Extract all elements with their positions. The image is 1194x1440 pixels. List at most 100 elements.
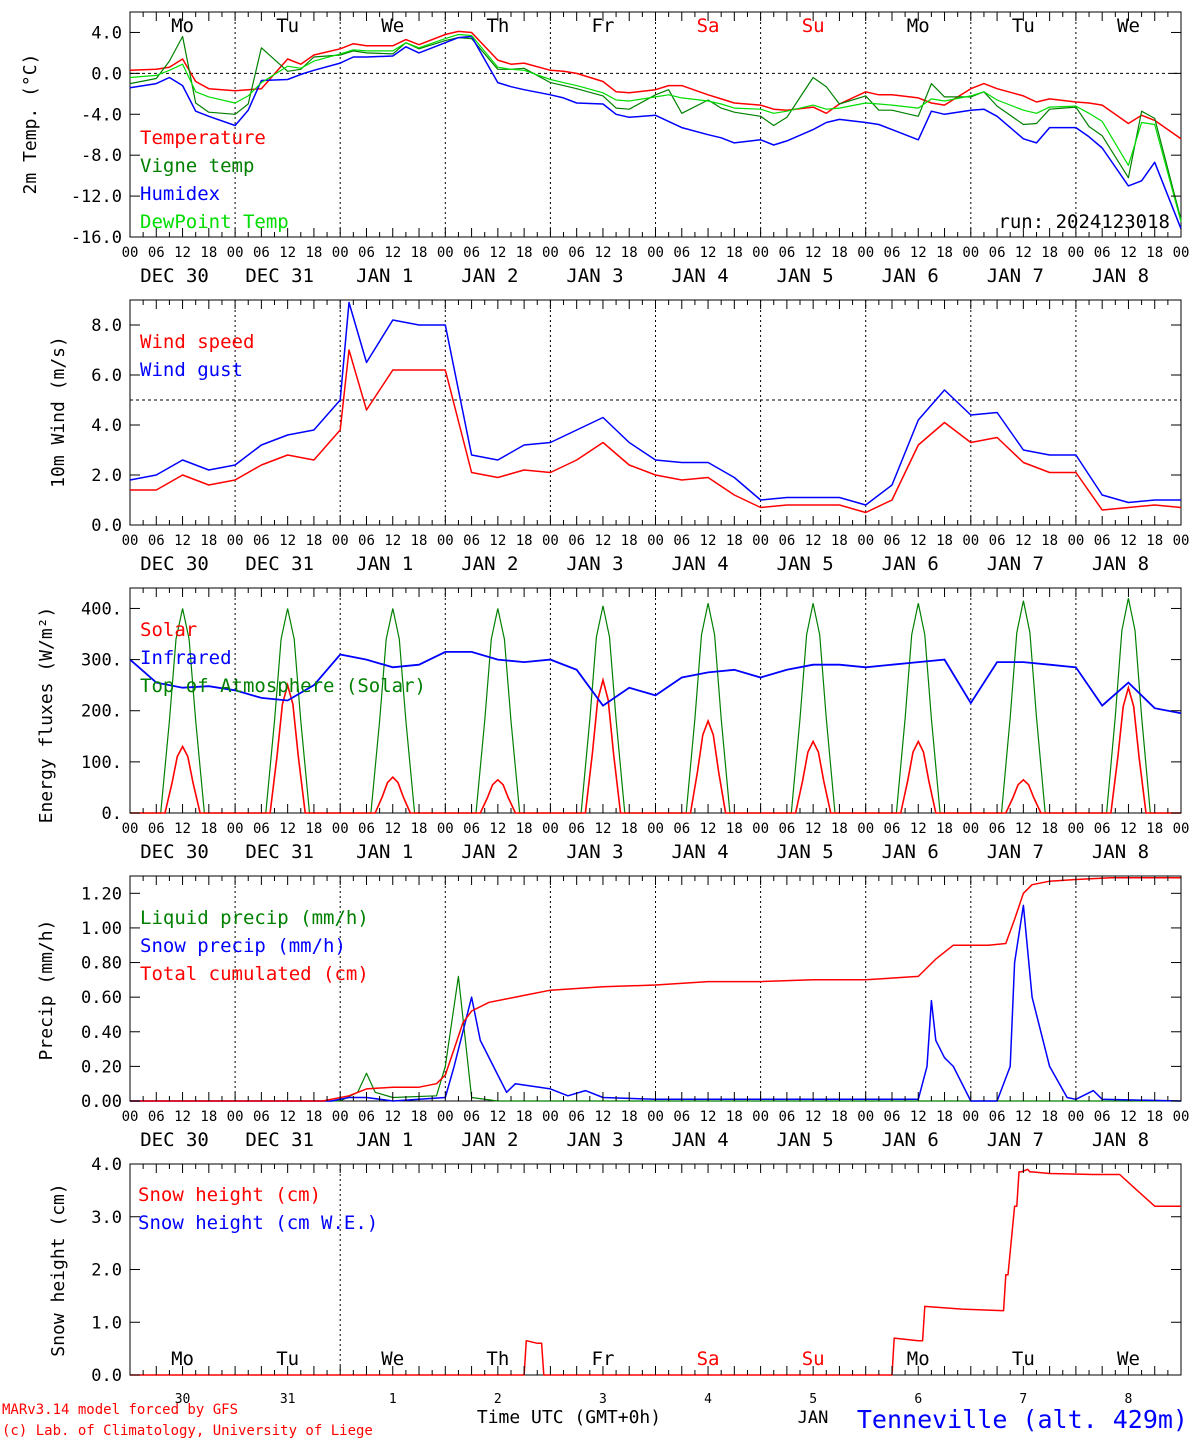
hour-tick-label: 06 — [1094, 821, 1111, 837]
hour-tick-label: 00 — [1173, 533, 1190, 549]
date-label: JAN 1 — [356, 841, 413, 863]
hour-tick-label: 06 — [463, 1109, 480, 1125]
y-tick-label: 0.20 — [81, 1057, 122, 1077]
hour-tick-label: 12 — [279, 821, 296, 837]
date-label: JAN 6 — [882, 265, 939, 287]
hour-tick-label: 06 — [253, 1109, 270, 1125]
date-label: JAN 4 — [671, 841, 728, 863]
hour-tick-label: 00 — [437, 821, 454, 837]
date-label: JAN 7 — [987, 1129, 1044, 1151]
hour-tick-label: 00 — [542, 821, 559, 837]
hour-tick-label: 18 — [621, 533, 638, 549]
weekday-label: Tu — [276, 1348, 299, 1370]
hour-tick-label: 06 — [568, 533, 585, 549]
hour-tick-label: 18 — [936, 1109, 953, 1125]
y-tick-label: 0.0 — [91, 1366, 122, 1386]
date-label: JAN 3 — [566, 841, 623, 863]
station-name: Tenneville (alt. 429m) — [857, 1405, 1188, 1434]
y-tick-label: 0.00 — [81, 1092, 122, 1112]
hour-tick-label: 18 — [411, 1109, 428, 1125]
hour-tick-label: 06 — [1094, 245, 1111, 261]
date-label: JAN 3 — [566, 265, 623, 287]
weekday-label: We — [1117, 15, 1140, 37]
hour-tick-label: 12 — [489, 1109, 506, 1125]
legend-liquid-precip: Liquid precip (mm/h) — [140, 907, 369, 929]
hour-tick-label: 18 — [831, 1109, 848, 1125]
date-label: DEC 31 — [245, 553, 314, 575]
hour-tick-label: 12 — [1120, 245, 1137, 261]
y-tick-label: -4.0 — [81, 105, 122, 125]
hour-tick-label: 06 — [253, 245, 270, 261]
series-dewpoint-temp-line — [129, 33, 1182, 222]
y-tick-label: 4.0 — [91, 416, 122, 436]
date-label: JAN 8 — [1092, 841, 1149, 863]
legend-temperature: Temperature — [140, 127, 266, 149]
date-label: JAN 8 — [1092, 1129, 1149, 1151]
hour-tick-label: 12 — [910, 1109, 927, 1125]
hour-tick-label: 00 — [1173, 821, 1190, 837]
day-number-label: 7 — [1019, 1392, 1027, 1407]
hour-tick-label: 00 — [542, 245, 559, 261]
hour-tick-label: 00 — [332, 245, 349, 261]
date-label: JAN 6 — [882, 1129, 939, 1151]
hour-tick-label: 18 — [200, 821, 217, 837]
legend-snow-height-we: Snow height (cm W.E.) — [138, 1212, 378, 1234]
hour-tick-label: 06 — [884, 245, 901, 261]
y-tick-label: 2.0 — [91, 466, 122, 486]
run-annotation: run: 2024123018 — [998, 211, 1170, 233]
date-label: JAN 8 — [1092, 265, 1149, 287]
hour-tick-label: 12 — [910, 821, 927, 837]
date-label: JAN 5 — [777, 1129, 834, 1151]
hour-tick-label: 18 — [621, 1109, 638, 1125]
hour-tick-label: 06 — [673, 821, 690, 837]
y-tick-label: -16.0 — [71, 228, 122, 248]
lab-credit: (c) Lab. of Climatology, University of L… — [2, 1423, 373, 1439]
series-humidex-line — [129, 35, 1182, 230]
series-infrared-line — [129, 651, 1182, 715]
hour-tick-label: 12 — [279, 533, 296, 549]
hour-tick-label: 12 — [174, 245, 191, 261]
temperature-ylabel: 2m Temp. (°C) — [20, 54, 41, 195]
hour-tick-label: 18 — [621, 245, 638, 261]
y-tick-label: 2.0 — [91, 1261, 122, 1281]
date-label: JAN 4 — [671, 553, 728, 575]
hour-tick-label: 06 — [358, 1109, 375, 1125]
hour-tick-label: 06 — [253, 821, 270, 837]
energy-ylabel: Energy fluxes (W/m²) — [36, 607, 57, 824]
y-tick-label: 0.80 — [81, 954, 122, 974]
hour-tick-label: 12 — [174, 1109, 191, 1125]
time-axis-label: Time UTC (GMT+0h) — [477, 1407, 661, 1428]
hour-tick-label: 12 — [910, 533, 927, 549]
hour-tick-label: 06 — [989, 1109, 1006, 1125]
date-label: JAN 6 — [882, 553, 939, 575]
hour-tick-label: 00 — [122, 533, 139, 549]
hour-tick-label: 12 — [595, 821, 612, 837]
y-tick-label: 0.0 — [91, 64, 122, 84]
series-wind-gust-line — [129, 301, 1181, 506]
hour-tick-label: 00 — [227, 1109, 244, 1125]
series-wind-speed-line — [130, 349, 1182, 514]
hour-tick-label: 00 — [1067, 821, 1084, 837]
date-label: JAN 7 — [987, 841, 1044, 863]
weekday-label: We — [1117, 1348, 1140, 1370]
date-label: JAN 1 — [356, 1129, 413, 1151]
date-label: DEC 30 — [140, 553, 209, 575]
legend-dewpoint-temp: DewPoint Temp — [140, 211, 289, 233]
hour-tick-label: 00 — [122, 1109, 139, 1125]
hour-tick-label: 06 — [884, 1109, 901, 1125]
hour-tick-label: 18 — [305, 821, 322, 837]
weekday-label: Su — [802, 1348, 825, 1370]
snow-ylabel: Snow height (cm) — [48, 1183, 69, 1356]
weekday-label: Mo — [907, 15, 930, 37]
hour-tick-label: 00 — [752, 821, 769, 837]
hour-tick-label: 12 — [279, 1109, 296, 1125]
series-snow-height-cm-line — [130, 1168, 1181, 1376]
hour-tick-label: 18 — [1041, 533, 1058, 549]
hour-tick-label: 00 — [437, 245, 454, 261]
hour-tick-label: 18 — [305, 1109, 322, 1125]
date-label: JAN 7 — [987, 553, 1044, 575]
hour-tick-label: 18 — [1146, 533, 1163, 549]
